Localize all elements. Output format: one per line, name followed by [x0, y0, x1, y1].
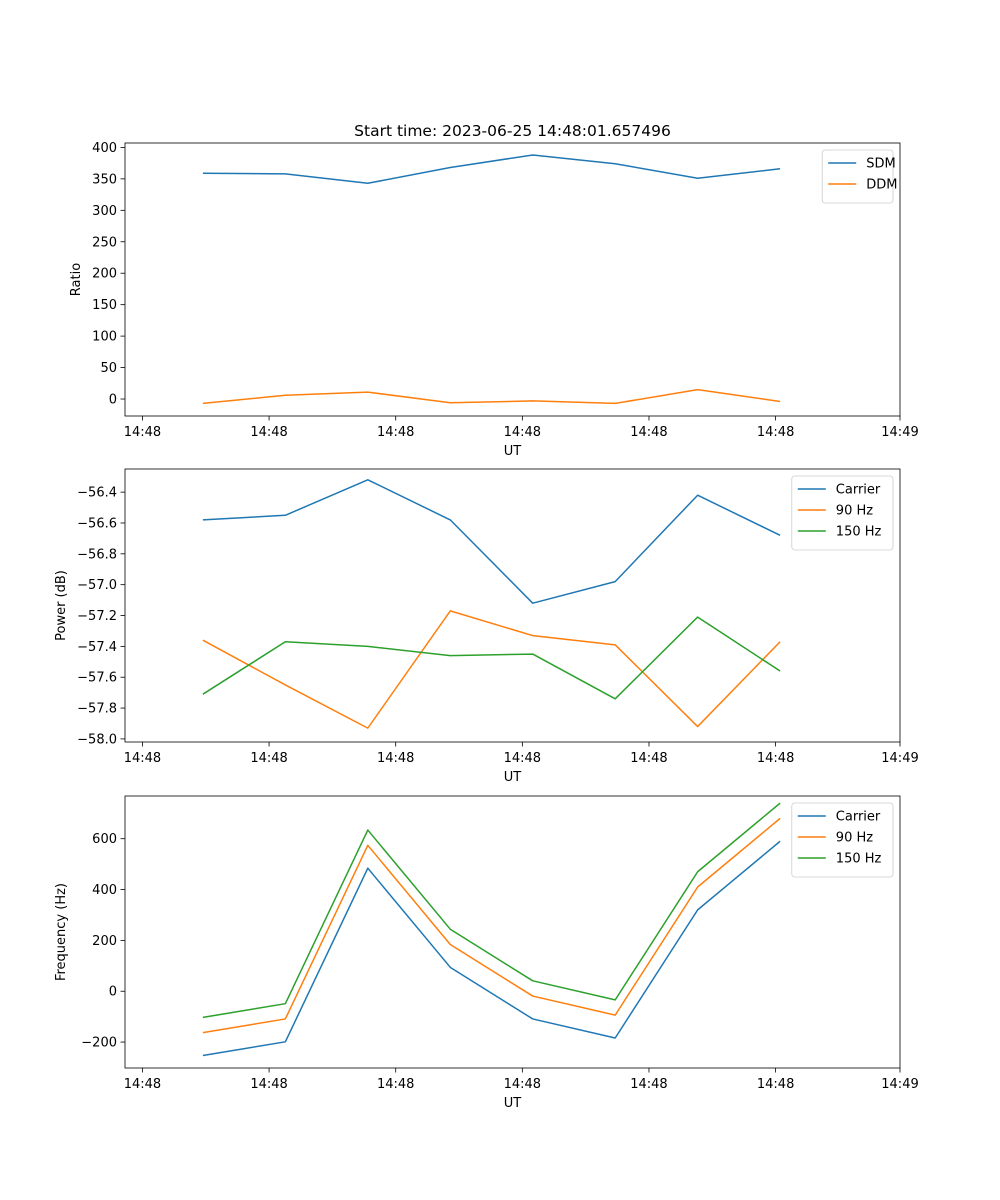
x-tick-label: 14:48 — [630, 751, 667, 766]
x-tick-label: 14:48 — [250, 1077, 287, 1092]
y-tick-label: −57.8 — [77, 702, 117, 717]
y-tick-label: 600 — [92, 832, 117, 847]
y-tick-label: 100 — [92, 330, 117, 345]
y-tick-label: 250 — [92, 235, 117, 250]
legend-label: SDM — [866, 157, 895, 172]
y-tick-label: −56.4 — [77, 486, 117, 501]
y-axis-label: Ratio — [69, 263, 84, 296]
y-tick-label: −58.0 — [77, 732, 117, 747]
y-tick-label: −57.6 — [77, 671, 117, 686]
x-tick-label: 14:48 — [757, 425, 794, 440]
y-tick-label: 300 — [92, 204, 117, 219]
x-axis-label: UT — [504, 1096, 522, 1111]
x-axis-label: UT — [504, 770, 522, 785]
series-line-90-hz — [202, 610, 781, 729]
series-line-sdm — [202, 154, 781, 185]
y-tick-label: 200 — [92, 934, 117, 949]
x-tick-label: 14:48 — [504, 425, 541, 440]
series-line-ddm — [202, 388, 781, 405]
legend-label: 150 Hz — [836, 525, 882, 540]
y-tick-label: 400 — [92, 883, 117, 898]
axes-frame — [124, 142, 901, 417]
y-tick-label: −56.8 — [77, 547, 117, 562]
series-line-carrier — [202, 840, 781, 1057]
x-tick-label: 14:48 — [504, 1077, 541, 1092]
x-axis-label: UT — [504, 444, 522, 459]
x-tick-label: 14:48 — [250, 751, 287, 766]
y-axis-label: Power (dB) — [54, 570, 69, 641]
chart-panel-1: 14:48 14:48 14:48 14:48 14:48 14:48 14:49 0 50 10… — [69, 141, 919, 459]
x-tick-label: 14:48 — [124, 751, 161, 766]
x-tick-label: 14:48 — [377, 425, 414, 440]
series-line-90-hz — [202, 817, 781, 1034]
y-tick-label: 200 — [92, 267, 117, 282]
y-tick-label: −200 — [81, 1036, 117, 1051]
legend-label: Carrier — [836, 483, 881, 498]
axes-frame — [124, 795, 901, 1069]
axes-frame — [124, 468, 901, 743]
y-tick-label: 350 — [92, 172, 117, 187]
y-axis-label: Frequency (Hz) — [54, 883, 69, 981]
y-tick-label: −57.4 — [77, 640, 117, 655]
x-tick-label: 14:48 — [757, 1077, 794, 1092]
y-tick-label: 0 — [109, 393, 117, 408]
x-tick-label: 14:49 — [881, 425, 918, 440]
y-tick-label: 0 — [109, 985, 117, 1000]
legend-label: DDM — [866, 178, 897, 193]
series-line-carrier — [202, 479, 781, 604]
x-tick-label: 14:49 — [881, 751, 918, 766]
y-tick-label: −57.2 — [77, 609, 117, 624]
x-tick-label: 14:48 — [504, 751, 541, 766]
x-tick-label: 14:48 — [630, 1077, 667, 1092]
x-tick-label: 14:48 — [124, 425, 161, 440]
x-tick-label: 14:48 — [630, 425, 667, 440]
y-tick-label: 50 — [100, 361, 117, 376]
chart-panel-3: 14:48 14:48 14:48 14:48 14:48 14:48 14:49 −200 0… — [54, 795, 919, 1111]
legend: Carrier 90 Hz 150 Hz — [791, 475, 894, 551]
legend-label: 150 Hz — [836, 852, 882, 867]
legend-label: 90 Hz — [836, 831, 873, 846]
x-tick-label: 14:48 — [757, 751, 794, 766]
x-tick-label: 14:49 — [881, 1077, 918, 1092]
chart-panel-2: 14:48 14:48 14:48 14:48 14:48 14:48 14:49 −58.0… — [54, 468, 919, 785]
legend: Carrier 90 Hz 150 Hz — [791, 802, 894, 878]
series-line-150-hz — [202, 616, 781, 700]
legend: SDM DDM — [821, 149, 897, 204]
legend-label: Carrier — [836, 810, 881, 825]
x-tick-label: 14:48 — [377, 1077, 414, 1092]
series-line-150-hz — [202, 802, 781, 1019]
x-tick-label: 14:48 — [377, 751, 414, 766]
y-tick-label: 150 — [92, 298, 117, 313]
legend-label: 90 Hz — [836, 504, 873, 519]
y-tick-label: −57.0 — [77, 578, 117, 593]
y-tick-label: 400 — [92, 141, 117, 156]
x-tick-label: 14:48 — [124, 1077, 161, 1092]
y-tick-label: −56.6 — [77, 516, 117, 531]
figure-title: Start time: 2023-06-25 14:48:01.657496 — [354, 122, 671, 140]
x-tick-label: 14:48 — [250, 425, 287, 440]
